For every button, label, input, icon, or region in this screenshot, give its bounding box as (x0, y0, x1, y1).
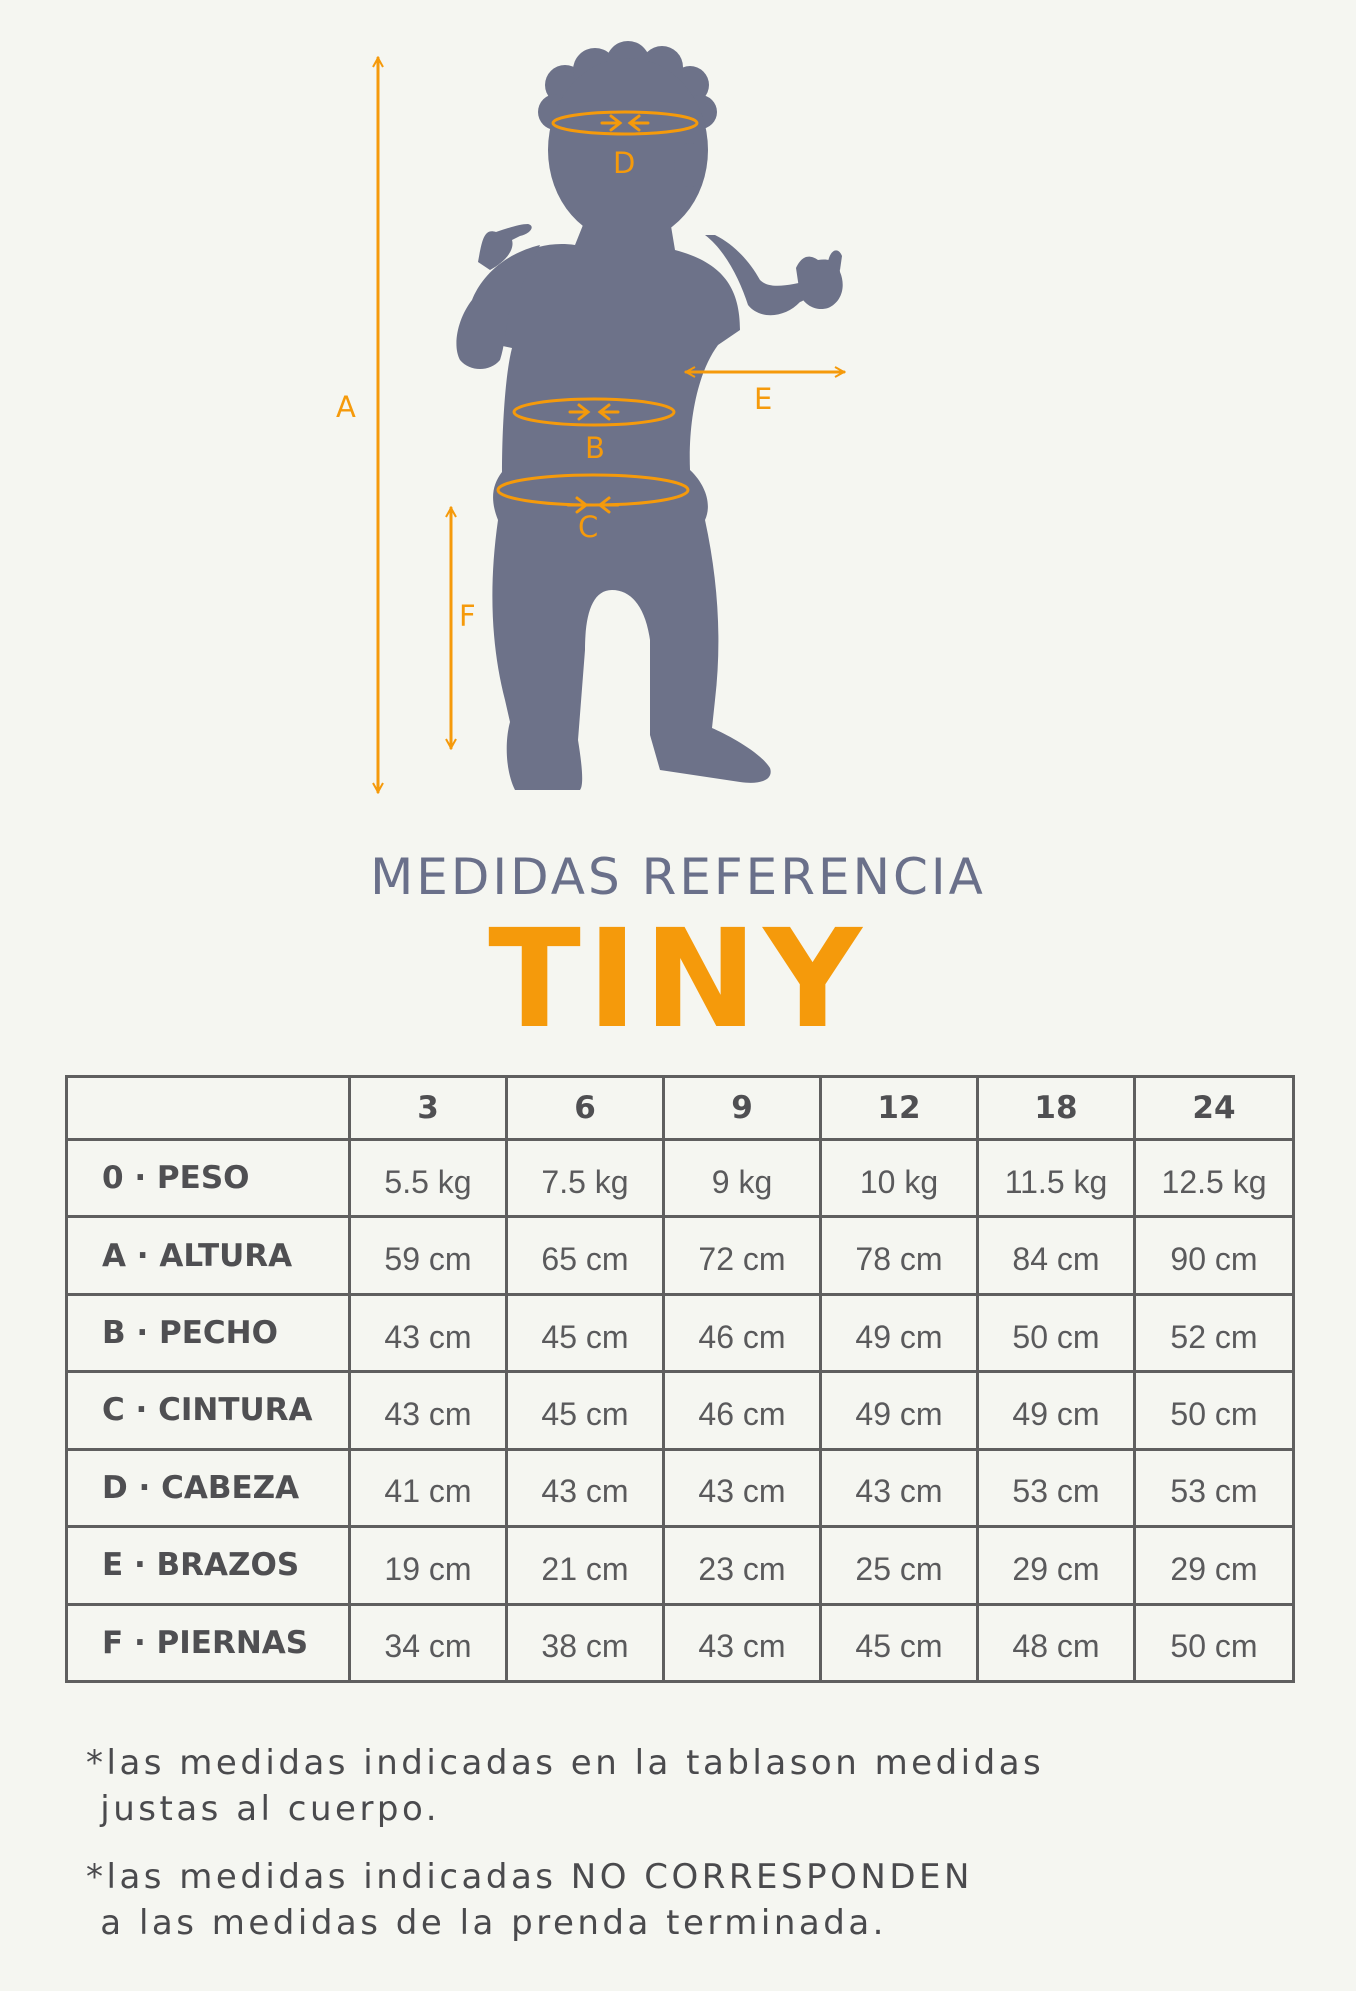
table-cell: 45 cm (505, 1370, 665, 1451)
table-row: D · CABEZA 41 cm 43 cm 43 cm 43 cm 53 cm… (65, 1447, 1295, 1529)
column-header: 24 (1133, 1075, 1295, 1141)
row-label: E · BRAZOS (65, 1525, 351, 1606)
table-cell: 45 cm (819, 1602, 979, 1684)
table-cell: 49 cm (976, 1370, 1136, 1451)
table-cell: 46 cm (662, 1370, 822, 1451)
table-cell: 49 cm (819, 1370, 979, 1451)
table-cell: 43 cm (348, 1370, 508, 1451)
measure-e-label: E (754, 382, 772, 416)
subtitle: MEDIDAS REFERENCIA (370, 848, 986, 906)
measure-b-label: B (585, 431, 605, 465)
table-cell: 25 cm (819, 1525, 979, 1606)
table-cell: 52 cm (1133, 1292, 1295, 1374)
left-hand (478, 224, 532, 270)
table-cell: 19 cm (348, 1525, 508, 1606)
table-cell: 50 cm (1133, 1370, 1295, 1451)
table-cell: 43 cm (662, 1602, 822, 1684)
column-header: 6 (505, 1075, 665, 1141)
table-cell: 43 cm (819, 1447, 979, 1529)
table-cell: 45 cm (505, 1292, 665, 1374)
table-cell: 11.5 kg (976, 1137, 1136, 1219)
table-cell: 50 cm (976, 1292, 1136, 1374)
measurement-lines (378, 58, 844, 792)
table-cell: 23 cm (662, 1525, 822, 1606)
baby-silhouette (456, 41, 843, 790)
table-cell: 9 kg (662, 1137, 822, 1219)
table-cell: 84 cm (976, 1215, 1136, 1296)
table-cell: 10 kg (819, 1137, 979, 1219)
measure-d-ellipse (551, 110, 699, 136)
table-cell: 90 cm (1133, 1215, 1295, 1296)
table-cell: 43 cm (662, 1447, 822, 1529)
table-cell: 41 cm (348, 1447, 508, 1529)
row-label: B · PECHO (65, 1292, 351, 1374)
table-cell: 72 cm (662, 1215, 822, 1296)
table-cell: 5.5 kg (348, 1137, 508, 1219)
table-cell: 21 cm (505, 1525, 665, 1606)
table-cell: 59 cm (348, 1215, 508, 1296)
column-header: 18 (976, 1075, 1136, 1141)
column-header (65, 1075, 351, 1141)
measure-d-label: D (613, 146, 635, 180)
column-header: 12 (819, 1075, 979, 1141)
table-cell: 12.5 kg (1133, 1137, 1295, 1219)
table-row: B · PECHO 43 cm 45 cm 46 cm 49 cm 50 cm … (65, 1292, 1295, 1374)
table-cell: 38 cm (505, 1602, 665, 1684)
table-cell: 29 cm (1133, 1525, 1295, 1606)
table-cell: 53 cm (976, 1447, 1136, 1529)
row-label: D · CABEZA (65, 1447, 351, 1529)
table-cell: 43 cm (505, 1447, 665, 1529)
table-row: C · CINTURA 43 cm 45 cm 46 cm 49 cm 49 c… (65, 1370, 1295, 1451)
table-cell: 50 cm (1133, 1602, 1295, 1684)
table-cell: 43 cm (348, 1292, 508, 1374)
page-title: TINY (488, 901, 868, 1059)
table-cell: 29 cm (976, 1525, 1136, 1606)
measure-b-ellipse (512, 397, 676, 427)
table-cell: 78 cm (819, 1215, 979, 1296)
measure-a-label: A (336, 390, 356, 424)
footnote-body-fit: *las medidas indicadas en la tablason me… (86, 1743, 1045, 1829)
column-header: 9 (662, 1075, 822, 1141)
right-hand (796, 256, 843, 310)
table-cell: 48 cm (976, 1602, 1136, 1684)
table-row: A · ALTURA 59 cm 65 cm 72 cm 78 cm 84 cm… (65, 1215, 1295, 1296)
size-table: 3 6 9 12 18 24 0 · PESO 5.5 kg 7.5 kg 9 … (65, 1075, 1295, 1684)
measure-f-label: F (459, 599, 476, 633)
table-header-row: 3 6 9 12 18 24 (65, 1075, 1295, 1141)
table-row: F · PIERNAS 34 cm 38 cm 43 cm 45 cm 48 c… (65, 1602, 1295, 1684)
right-arm (705, 235, 815, 316)
table-cell: 53 cm (1133, 1447, 1295, 1529)
table-cell: 46 cm (662, 1292, 822, 1374)
row-label: F · PIERNAS (65, 1602, 351, 1684)
table-cell: 7.5 kg (505, 1137, 665, 1219)
left-arm (456, 245, 540, 369)
row-label: C · CINTURA (65, 1370, 351, 1451)
table-cell: 65 cm (505, 1215, 665, 1296)
measure-c-ellipse (496, 473, 690, 507)
column-header: 3 (348, 1075, 508, 1141)
table-cell: 49 cm (819, 1292, 979, 1374)
baby-measurement-figure: A B C D E F (336, 41, 1356, 820)
row-label: 0 · PESO (65, 1137, 351, 1219)
footnote-not-garment: *las medidas indicadas NO CORRESPONDEN a… (86, 1857, 973, 1943)
table-cell: 34 cm (348, 1602, 508, 1684)
table-row: 0 · PESO 5.5 kg 7.5 kg 9 kg 10 kg 11.5 k… (65, 1137, 1295, 1219)
table-row: E · BRAZOS 19 cm 21 cm 23 cm 25 cm 29 cm… (65, 1525, 1295, 1606)
row-label: A · ALTURA (65, 1215, 351, 1296)
measure-c-label: C (578, 510, 598, 544)
right-hand-thumb (828, 250, 842, 270)
